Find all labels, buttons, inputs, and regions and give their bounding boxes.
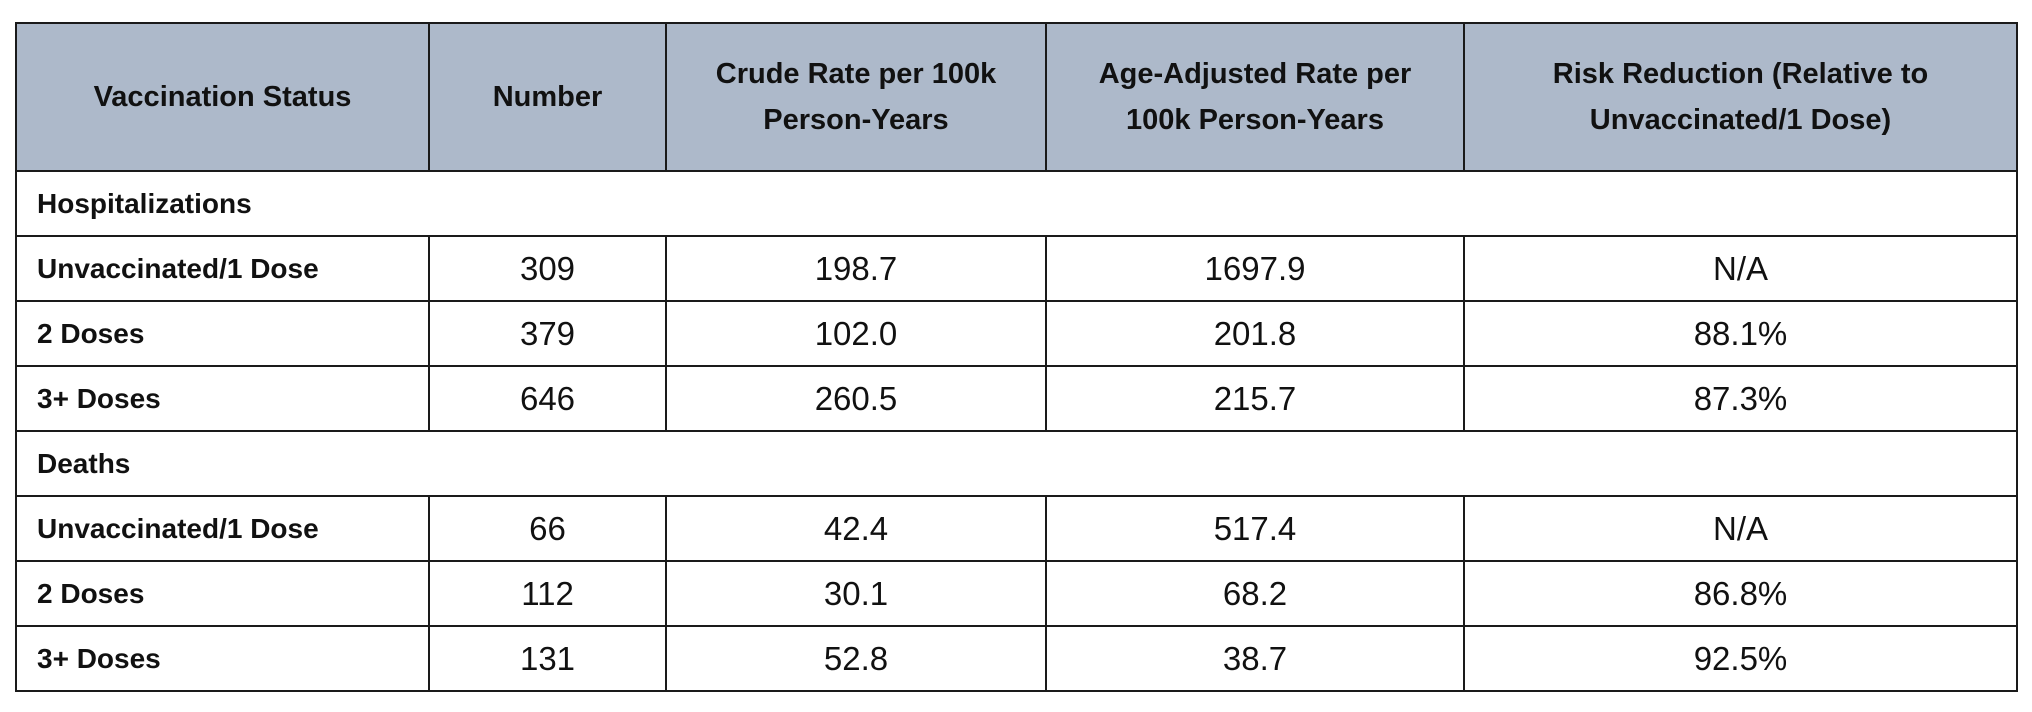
section-title: Hospitalizations	[15, 170, 2018, 237]
cell-value: 215.7	[1045, 365, 1465, 432]
cell-value: 52.8	[665, 625, 1047, 692]
cell-value: N/A	[1463, 495, 2018, 562]
cell-value: 38.7	[1045, 625, 1465, 692]
table-container: Vaccination Status Number Crude Rate per 1…	[15, 22, 2018, 692]
section-title: Deaths	[15, 430, 2018, 497]
data-row: 3+ Doses 131 52.8 38.7 92.5%	[15, 625, 2018, 692]
cell-value: 131	[428, 625, 667, 692]
cell-value: 260.5	[665, 365, 1047, 432]
data-row: Unvaccinated/1 Dose 66 42.4 517.4 N/A	[15, 495, 2018, 562]
results-table: Vaccination Status Number Crude Rate per 1…	[15, 22, 2018, 692]
data-row: 2 Doses 379 102.0 201.8 88.1%	[15, 300, 2018, 367]
header-row: Vaccination Status Number Crude Rate per 1…	[15, 22, 2018, 172]
cell-value: 112	[428, 560, 667, 627]
cell-value: 42.4	[665, 495, 1047, 562]
cell-value: 517.4	[1045, 495, 1465, 562]
data-row: 3+ Doses 646 260.5 215.7 87.3%	[15, 365, 2018, 432]
cell-value: 87.3%	[1463, 365, 2018, 432]
column-header: Crude Rate per 100k Person-Years	[665, 22, 1047, 172]
row-label: Unvaccinated/1 Dose	[15, 495, 430, 562]
cell-value: 92.5%	[1463, 625, 2018, 692]
column-header: Risk Reduction (Relative to Unvaccinated…	[1463, 22, 2018, 172]
column-header: Vaccination Status	[15, 22, 430, 172]
data-row: 2 Doses 112 30.1 68.2 86.8%	[15, 560, 2018, 627]
column-header: Age-Adjusted Rate per 100k Person-Years	[1045, 22, 1465, 172]
cell-value: 646	[428, 365, 667, 432]
section-row: Hospitalizations	[15, 170, 2018, 237]
table-body: Hospitalizations Unvaccinated/1 Dose 309 19…	[15, 170, 2018, 692]
cell-value: 88.1%	[1463, 300, 2018, 367]
cell-value: 309	[428, 235, 667, 302]
cell-value: 30.1	[665, 560, 1047, 627]
section-row: Deaths	[15, 430, 2018, 497]
row-label: 3+ Doses	[15, 625, 430, 692]
cell-value: 102.0	[665, 300, 1047, 367]
row-label: 2 Doses	[15, 560, 430, 627]
row-label: Unvaccinated/1 Dose	[15, 235, 430, 302]
cell-value: 68.2	[1045, 560, 1465, 627]
cell-value: 86.8%	[1463, 560, 2018, 627]
cell-value: 201.8	[1045, 300, 1465, 367]
data-row: Unvaccinated/1 Dose 309 198.7 1697.9 N/A	[15, 235, 2018, 302]
column-header: Number	[428, 22, 667, 172]
row-label: 2 Doses	[15, 300, 430, 367]
cell-value: 198.7	[665, 235, 1047, 302]
cell-value: 379	[428, 300, 667, 367]
cell-value: N/A	[1463, 235, 2018, 302]
row-label: 3+ Doses	[15, 365, 430, 432]
cell-value: 1697.9	[1045, 235, 1465, 302]
cell-value: 66	[428, 495, 667, 562]
